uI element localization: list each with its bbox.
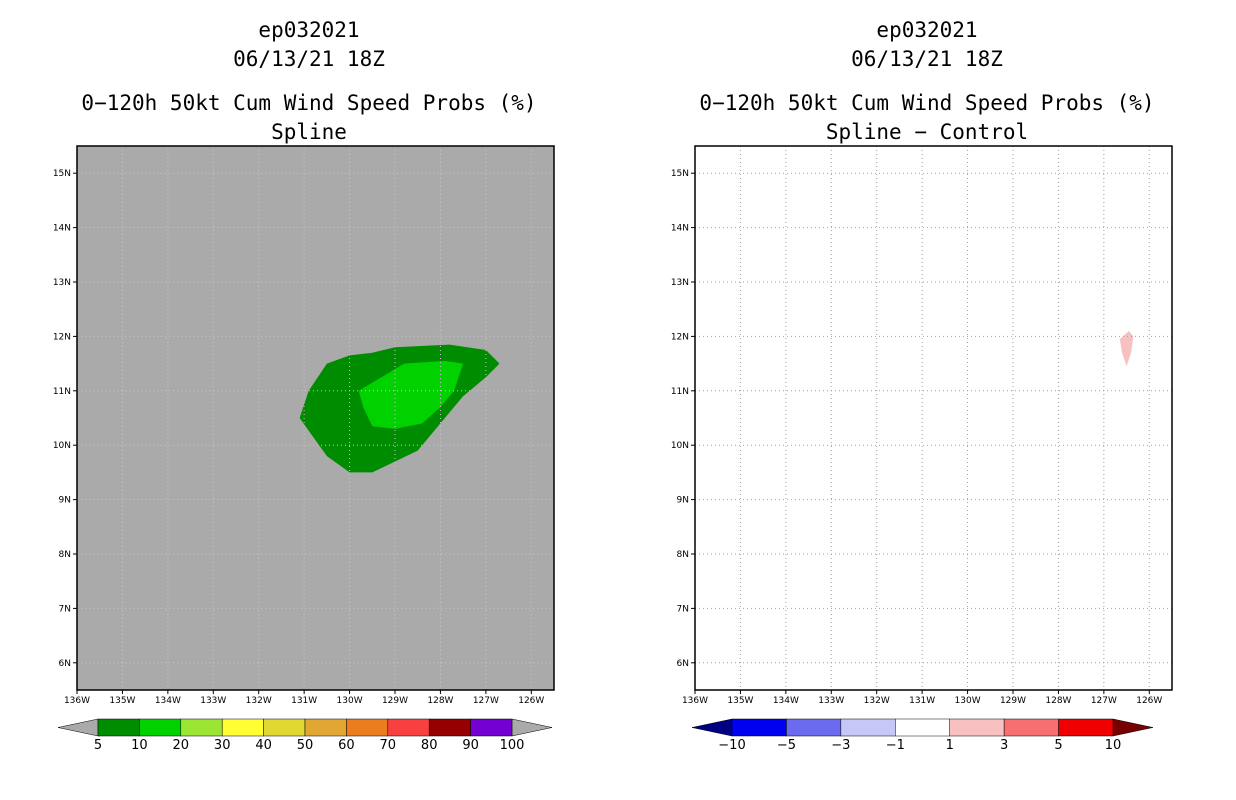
colorbar-label: 40 xyxy=(255,738,272,753)
x-tick-label: 135W xyxy=(109,696,135,706)
y-tick-label: 13N xyxy=(671,278,689,288)
plot-background xyxy=(695,146,1172,690)
contour-1-3 xyxy=(1119,331,1134,367)
x-tick-label: 134W xyxy=(155,696,181,706)
y-tick-label: 9N xyxy=(677,496,689,506)
y-tick-label: 7N xyxy=(59,604,71,614)
left-panel: ep032021 06/13/21 18Z 0−120h 50kt Cum Wi… xyxy=(53,18,555,753)
colorbar-segment xyxy=(949,718,1005,737)
colorbar-label: 60 xyxy=(338,738,355,753)
spline-probability-map: 136W 135W 134W 133W 132W 131W 130W 129W 128W 127W… xyxy=(53,145,555,753)
colorbar-label: 50 xyxy=(297,738,314,753)
colorbar-segment xyxy=(97,718,140,737)
y-tick-label: 10N xyxy=(671,441,689,451)
date-title: 06/13/21 18Z xyxy=(233,47,385,71)
colorbar-segment xyxy=(387,718,430,737)
colorbar-under-triangle xyxy=(691,718,733,737)
y-tick-label: 11N xyxy=(671,387,689,397)
x-tick-label: 132W xyxy=(246,696,272,706)
y-tick-label: 7N xyxy=(677,604,689,614)
colorbar-label: 1 xyxy=(946,738,954,753)
y-tick-label: 12N xyxy=(53,332,71,342)
x-tick-label: 127W xyxy=(473,696,499,706)
x-tick-label: 133W xyxy=(818,696,844,706)
y-tick-label: 13N xyxy=(53,278,71,288)
date-title: 06/13/21 18Z xyxy=(851,47,1003,71)
right-panel: ep032021 06/13/21 18Z 0−120h 50kt Cum Wi… xyxy=(618,0,1236,800)
plot-frame xyxy=(76,145,555,691)
x-tick-label: 126W xyxy=(518,696,544,706)
colorbar-label: 10 xyxy=(1105,738,1122,753)
colorbar-over-triangle xyxy=(1112,718,1154,737)
colorbar-label: −1 xyxy=(886,738,905,753)
x-tick-label: 131W xyxy=(909,696,935,706)
x-tick-label: 127W xyxy=(1091,696,1117,706)
y-tick-label: 11N xyxy=(53,387,71,397)
product-title: 0−120h 50kt Cum Wind Speed Probs (%) xyxy=(81,91,537,115)
colorbar-segment xyxy=(1058,718,1114,737)
colorbar-label: 5 xyxy=(94,738,102,753)
colorbar-segment xyxy=(1003,718,1059,737)
colorbar-label: −10 xyxy=(718,738,745,753)
colorbar-segment xyxy=(263,718,306,737)
colorbar-segment xyxy=(731,718,787,737)
y-tick-label: 15N xyxy=(53,169,71,179)
x-tick-label: 126W xyxy=(1136,696,1162,706)
colorbar-label: 10 xyxy=(131,738,148,753)
colorbar-label: 30 xyxy=(214,738,231,753)
colorbar-label: 90 xyxy=(462,738,479,753)
x-tick-label: 134W xyxy=(773,696,799,706)
y-tick-label: 9N xyxy=(59,496,71,506)
storm-id-title: ep032021 xyxy=(876,18,978,42)
colorbar-label: −3 xyxy=(831,738,850,753)
colorbar-label: 5 xyxy=(1054,738,1062,753)
colorbar-over-triangle xyxy=(511,718,553,737)
colorbar-label: 70 xyxy=(380,738,397,753)
panel-subtitle: Spline − Control xyxy=(825,120,1029,144)
plot-frame xyxy=(694,145,1173,691)
colorbar-segment xyxy=(895,718,950,737)
difference-map: 136W 135W 134W 133W 132W 131W 130W 129W 128W 127W… xyxy=(671,145,1173,753)
x-tick-label: 132W xyxy=(864,696,890,706)
y-tick-label: 12N xyxy=(671,332,689,342)
y-tick-label: 14N xyxy=(53,224,71,234)
x-tick-label: 135W xyxy=(727,696,753,706)
colorbar-segment xyxy=(840,718,896,737)
contour-10-20 xyxy=(358,360,464,429)
x-tick-label: 130W xyxy=(955,696,981,706)
colorbar-segment xyxy=(180,718,223,737)
y-tick-label: 15N xyxy=(671,169,689,179)
x-tick-label: 129W xyxy=(382,696,408,706)
colorbar-segment xyxy=(470,718,513,737)
panel-subtitle: Spline xyxy=(271,120,347,144)
y-tick-label: 6N xyxy=(677,659,689,669)
colorbar-segment xyxy=(428,718,471,737)
colorbar-label: 3 xyxy=(1000,738,1008,753)
y-tick-label: 8N xyxy=(59,550,71,560)
colorbar-label: 20 xyxy=(173,738,190,753)
x-tick-label: 129W xyxy=(1000,696,1026,706)
colorbar-label: 80 xyxy=(421,738,438,753)
colorbar-segment xyxy=(139,718,182,737)
colorbar-segment xyxy=(304,718,347,737)
colorbar-segment xyxy=(221,718,264,737)
y-tick-label: 8N xyxy=(677,550,689,560)
y-tick-label: 14N xyxy=(671,224,689,234)
x-tick-label: 133W xyxy=(200,696,226,706)
y-tick-label: 6N xyxy=(59,659,71,669)
colorbar-label: 100 xyxy=(500,738,525,753)
product-title: 0−120h 50kt Cum Wind Speed Probs (%) xyxy=(699,91,1155,115)
y-tick-label: 10N xyxy=(53,441,71,451)
x-tick-label: 128W xyxy=(1045,696,1071,706)
colorbar-segment xyxy=(786,718,842,737)
x-tick-label: 131W xyxy=(291,696,317,706)
x-tick-label: 128W xyxy=(427,696,453,706)
x-tick-label: 136W xyxy=(64,696,90,706)
x-tick-label: 130W xyxy=(337,696,363,706)
storm-id-title: ep032021 xyxy=(258,18,360,42)
colorbar-segment xyxy=(346,718,389,737)
colorbar-label: −5 xyxy=(777,738,796,753)
colorbar-under-triangle xyxy=(57,718,99,737)
x-tick-label: 136W xyxy=(682,696,708,706)
